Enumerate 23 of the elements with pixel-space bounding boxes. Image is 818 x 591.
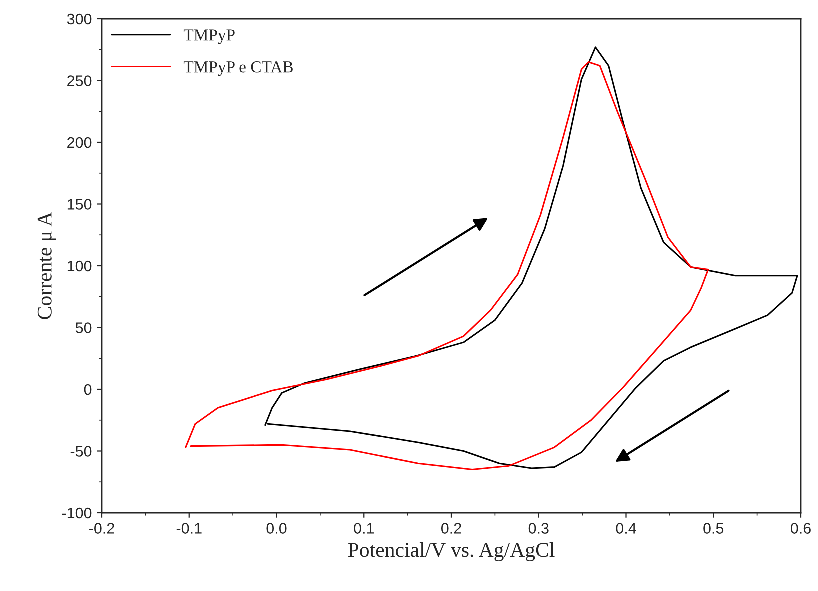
y-tick-label: 100: [68, 260, 92, 272]
legend-label: TMPyP: [184, 30, 235, 44]
y-tick-label: 200: [68, 137, 92, 148]
y-tick-label: 250: [68, 76, 92, 86]
x-tick-label: 0.5: [704, 523, 724, 534]
legend-label: TMPyP e CTAB: [184, 62, 293, 76]
y-tick-label: -50: [70, 446, 92, 457]
y-tick-label: 300: [67, 14, 92, 25]
line-series: [185, 61, 710, 471]
x-tick-label: 0.0: [266, 523, 287, 534]
x-tick-label: 0.2: [441, 523, 462, 534]
x-tick-label: -0.2: [90, 523, 114, 534]
x-tick-label: 0.1: [354, 523, 374, 534]
y-axis-title: Corrente μ A: [38, 212, 56, 320]
y-tick-label: 0: [84, 384, 92, 396]
y-tick-label: -100: [62, 508, 92, 519]
x-axis-title: Potencial/V vs. Ag/AgCl: [348, 542, 555, 562]
x-tick-label: 0.4: [616, 523, 636, 534]
y-tick-label: 150: [68, 199, 92, 210]
x-tick-label: -0.1: [176, 523, 202, 534]
x-tick-label: 0.6: [790, 523, 811, 534]
y-tick-label: 50: [76, 322, 92, 334]
x-tick-label: 0.3: [528, 523, 549, 534]
